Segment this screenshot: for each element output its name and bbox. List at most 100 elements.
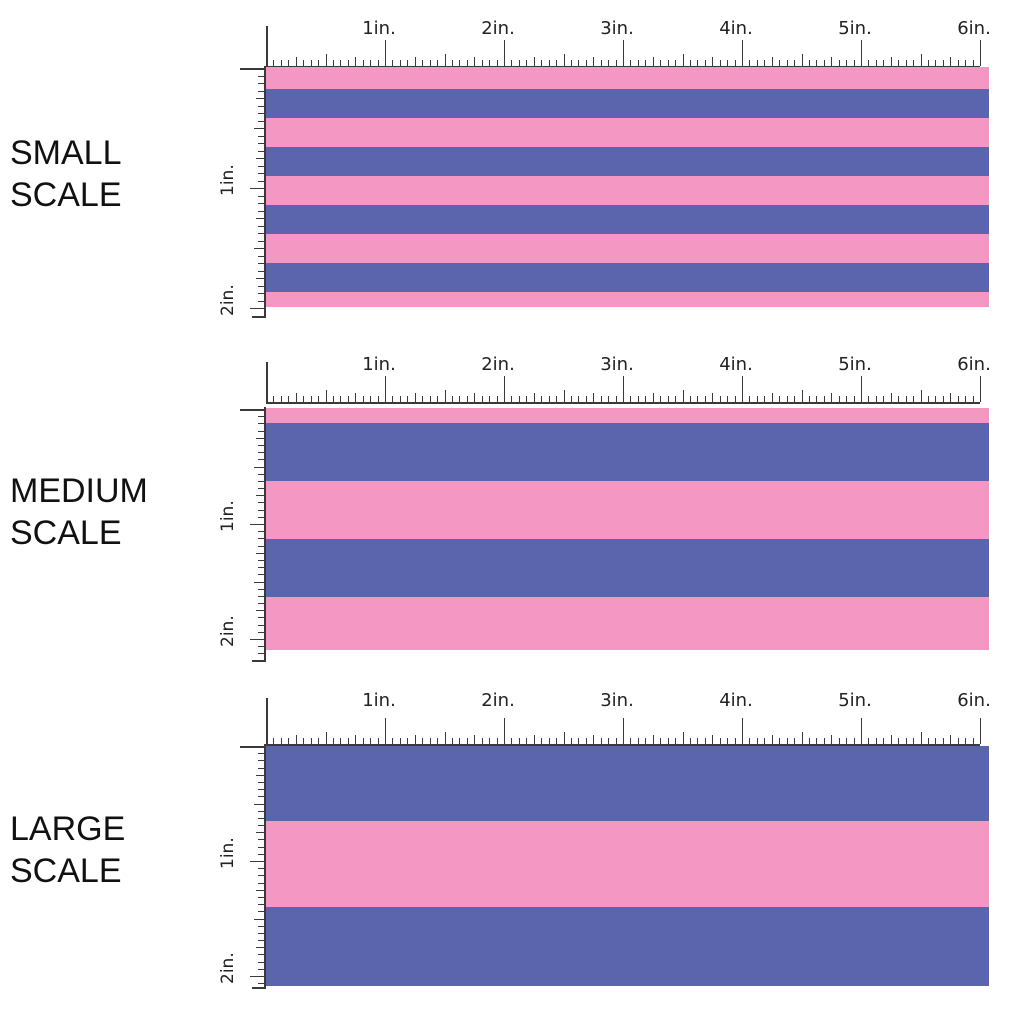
ruler-tick [437, 396, 439, 402]
ruler-tick [808, 738, 810, 744]
ruler-tick [258, 617, 264, 619]
ruler-tick [890, 57, 892, 66]
ruler-edge [266, 362, 268, 404]
ruler-tick [414, 57, 416, 66]
ruler-tick [258, 444, 264, 446]
ruler-tick [637, 60, 639, 66]
ruler-tick [719, 738, 721, 744]
ruler-tick [325, 732, 327, 744]
ruler-tick [965, 738, 967, 744]
ruler-tick [697, 396, 699, 402]
ruler-tick [861, 718, 862, 744]
ruler-tick [511, 396, 513, 402]
ruler-tick [340, 396, 342, 402]
ruler-tick [280, 396, 282, 402]
ruler-tick [459, 738, 461, 744]
ruler-tick [318, 60, 320, 66]
ruler-tick [801, 732, 803, 744]
medium-scale-section: MEDIUM SCALE 1in. 2in. 3in. 4in. 5in. 6in. 1i… [0, 340, 1024, 665]
ruler-tick [935, 738, 937, 744]
ruler-tick [258, 595, 264, 597]
ruler-tick [652, 393, 654, 402]
ruler-tick [727, 738, 729, 744]
ruler-tick [254, 918, 264, 920]
ruler-tick [957, 738, 959, 744]
ruler-tick [347, 396, 349, 402]
ruler-tick [258, 195, 264, 197]
ruler-tick [429, 738, 431, 744]
ruler-tick [846, 738, 848, 744]
ruler-tick [399, 396, 401, 402]
ruler-tick [362, 60, 364, 66]
ruler-edge [252, 987, 266, 989]
ruler-tick [451, 738, 453, 744]
ruler-tick [444, 54, 446, 66]
ruler-tick [868, 60, 870, 66]
ruler-tick [258, 868, 264, 870]
ruler-tick [258, 488, 264, 490]
ruler-tick [972, 396, 974, 402]
ruler-tick [548, 396, 550, 402]
ruler-tick [429, 60, 431, 66]
ruler-tick [771, 393, 773, 402]
ruler-tick [920, 732, 922, 744]
ruler-tick [875, 738, 877, 744]
ruler-tick [385, 376, 386, 402]
ruler-tick [429, 396, 431, 402]
stripe-pink [266, 821, 989, 907]
ruler-tick [451, 396, 453, 402]
ruler-tick [548, 60, 550, 66]
stripe-pink [266, 292, 989, 307]
ruler-tick [585, 60, 587, 66]
ruler-tick [258, 225, 264, 227]
ruler-tick [385, 718, 386, 744]
ruler-tick [258, 480, 264, 482]
ruler-tick [853, 60, 855, 66]
ruler-tick [258, 968, 264, 970]
ruler-tick [682, 54, 684, 66]
ruler-tick [623, 376, 624, 402]
ruler-tick [831, 735, 833, 744]
ruler-tick [630, 60, 632, 66]
ruler-tick [764, 396, 766, 402]
ruler-tick [794, 60, 796, 66]
ruler-inch-label: 1in. [362, 18, 396, 39]
ruler-tick [563, 390, 565, 402]
ruler-tick [689, 60, 691, 66]
ruler-tick [585, 396, 587, 402]
ruler-tick [258, 559, 264, 561]
ruler-tick [905, 60, 907, 66]
ruler-tick [511, 738, 513, 744]
ruler-tick [258, 150, 264, 152]
ruler-tick [920, 54, 922, 66]
ruler-tick [258, 810, 264, 812]
ruler-tick [593, 735, 595, 744]
ruler-tick [310, 60, 312, 66]
ruler-inch-label: 6in. [957, 354, 991, 375]
ruler-tick [749, 396, 751, 402]
ruler-tick [258, 961, 264, 963]
ruler-tick [258, 473, 264, 475]
ruler-tick [734, 60, 736, 66]
ruler-tick [256, 947, 264, 949]
ruler-inch-label: 1in. [218, 164, 238, 196]
ruler-tick [258, 588, 264, 590]
ruler-tick [250, 639, 264, 640]
ruler-tick [414, 735, 416, 744]
ruler-tick [556, 396, 558, 402]
ruler-tick [846, 60, 848, 66]
ruler-tick [258, 817, 264, 819]
ruler-tick [682, 732, 684, 744]
ruler-tick [913, 738, 915, 744]
ruler-tick [875, 396, 877, 402]
ruler-tick [637, 738, 639, 744]
ruler-tick [481, 396, 483, 402]
stripe-blue [266, 746, 989, 821]
ruler-tick [362, 738, 364, 744]
ruler-tick [258, 516, 264, 518]
ruler-baseline [264, 66, 266, 318]
ruler-tick [258, 853, 264, 855]
ruler-tick [258, 75, 264, 77]
ruler-tick [675, 738, 677, 744]
ruler-tick [704, 60, 706, 66]
